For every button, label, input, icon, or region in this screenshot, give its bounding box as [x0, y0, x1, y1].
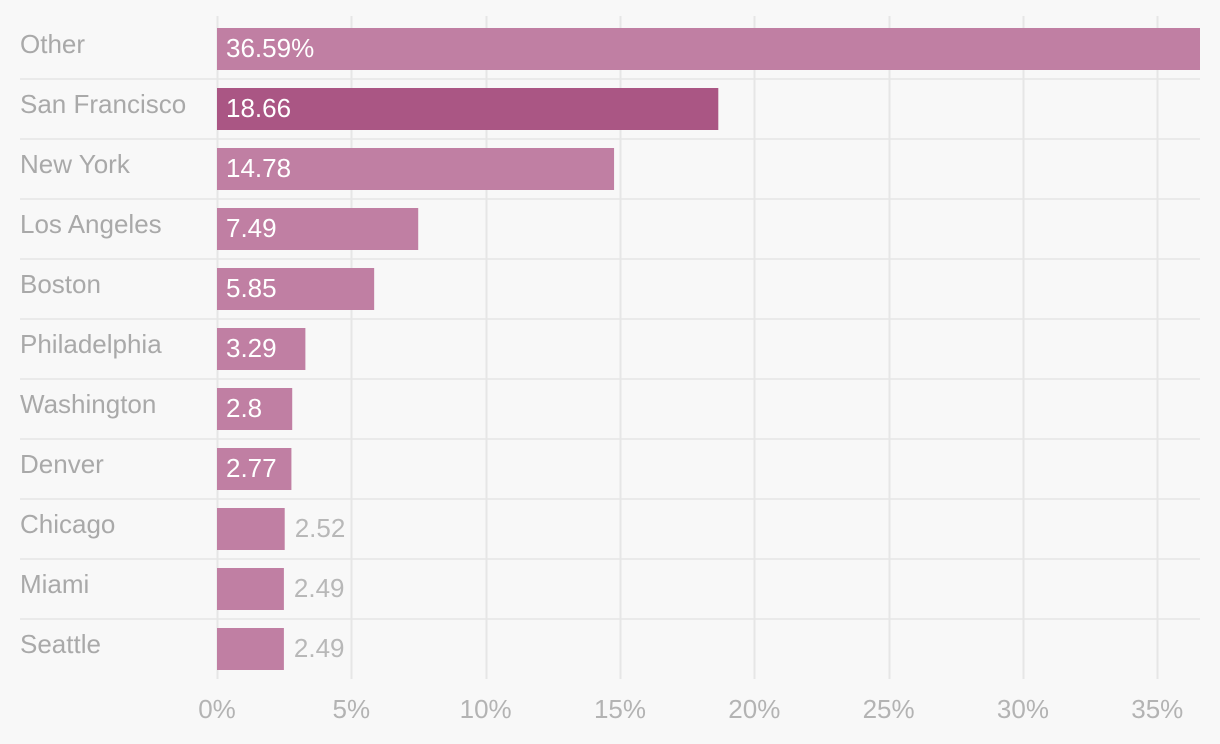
bar-miami — [217, 568, 284, 610]
grid-layer — [20, 16, 1200, 679]
x-tick-label: 25% — [863, 694, 915, 724]
x-tick-label: 0% — [198, 694, 236, 724]
x-tick-label: 35% — [1131, 694, 1183, 724]
bar-layer — [217, 28, 1200, 670]
bar-chicago — [217, 508, 285, 550]
x-tick-label: 10% — [460, 694, 512, 724]
category-label: New York — [20, 149, 131, 179]
x-tick-label: 5% — [333, 694, 371, 724]
bar-washington — [217, 388, 293, 430]
category-label: Miami — [20, 569, 89, 599]
text-layer: Other 36.59% San Francisco 18.66 New York 14.… — [20, 29, 1183, 724]
x-tick-label: 20% — [728, 694, 780, 724]
value-label: 3.29 — [226, 333, 277, 363]
category-label: Seattle — [20, 629, 101, 659]
category-label: Boston — [20, 269, 101, 299]
bar-denver — [217, 448, 292, 490]
category-label: Los Angeles — [20, 209, 162, 239]
category-label: Philadelphia — [20, 329, 162, 359]
bar-los-angeles — [217, 208, 419, 250]
bar-other — [217, 28, 1200, 70]
category-label: Washington — [20, 389, 156, 419]
value-label: 5.85 — [226, 273, 277, 303]
bar-seattle — [217, 628, 284, 670]
value-label: 14.78 — [226, 153, 291, 183]
value-label: 36.59% — [226, 33, 314, 63]
value-label: 2.52 — [295, 513, 346, 543]
value-label: 2.77 — [226, 453, 277, 483]
value-label: 2.8 — [226, 393, 262, 423]
category-label: Chicago — [20, 509, 115, 539]
x-tick-label: 15% — [594, 694, 646, 724]
category-label: Denver — [20, 449, 104, 479]
category-label: San Francisco — [20, 89, 186, 119]
category-label: Other — [20, 29, 85, 59]
value-label: 2.49 — [294, 573, 345, 603]
value-label: 18.66 — [226, 93, 291, 123]
bar-new-york — [217, 148, 615, 190]
bar-san-francisco — [217, 88, 719, 130]
x-tick-label: 30% — [997, 694, 1049, 724]
value-label: 7.49 — [226, 213, 277, 243]
bar-philadelphia — [217, 328, 306, 370]
bar-boston — [217, 268, 375, 310]
value-label: 2.49 — [294, 633, 345, 663]
